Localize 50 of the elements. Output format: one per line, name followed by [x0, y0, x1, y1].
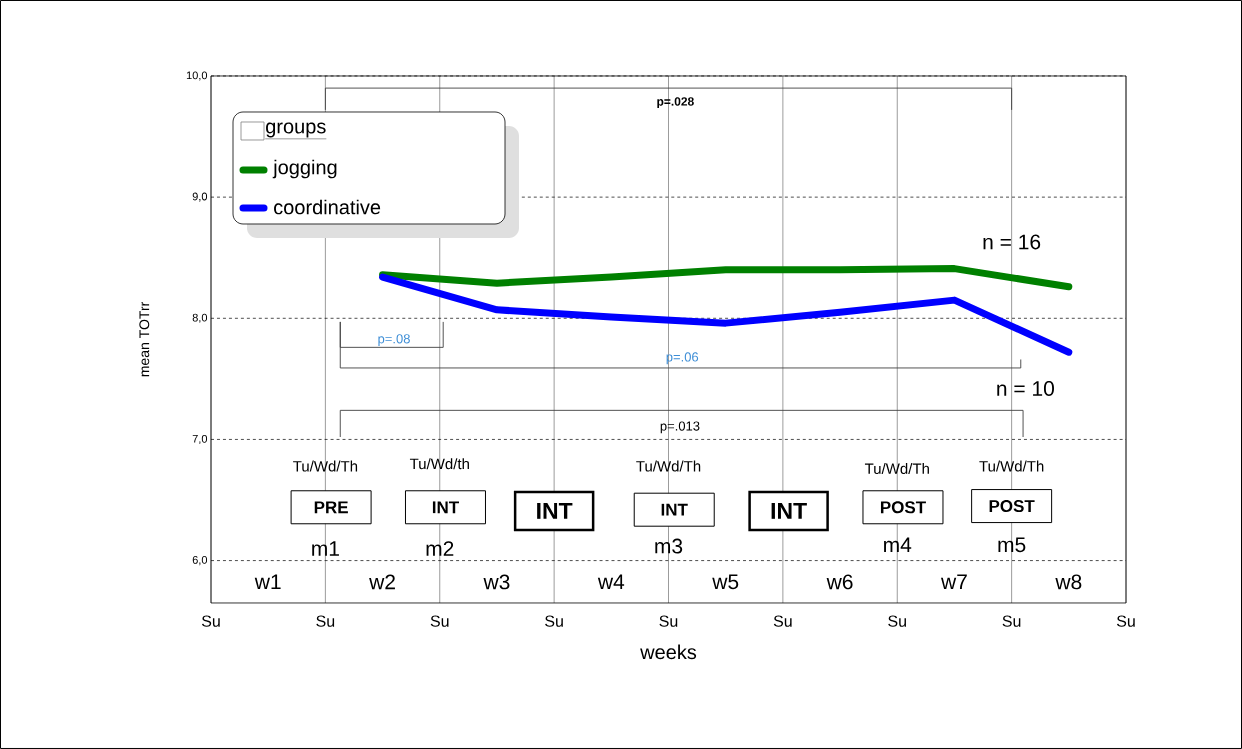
- annotation: p=.028: [657, 97, 694, 109]
- annotation: INT: [537, 503, 573, 519]
- y-tick-label: 9,0: [192, 192, 208, 202]
- annotation: m5: [998, 537, 1026, 553]
- legend-label: jogging: [272, 159, 337, 179]
- annotation: INT: [432, 501, 459, 514]
- annotation: POST: [989, 500, 1035, 513]
- x-tick-label: w5: [712, 574, 739, 590]
- annotation: p=.06: [666, 352, 699, 365]
- y-tick-label: 10,0: [186, 71, 208, 81]
- annotation: p=.013: [660, 421, 700, 434]
- annotation: INT: [661, 503, 688, 516]
- x-tick-label: w1: [254, 574, 281, 589]
- x-axis-title: weeks: [640, 644, 697, 660]
- y-axis-title: mean TOTrr: [139, 301, 150, 377]
- annotation: m3: [655, 538, 683, 554]
- annotation: Tu/Wd/th: [409, 458, 469, 470]
- annotation: n = 10: [997, 381, 1054, 396]
- annotation: INT: [771, 503, 807, 519]
- x-tick-label: w6: [826, 574, 853, 590]
- annotation: Tu/Wd/Th: [293, 460, 358, 472]
- y-tick-label: 7,0: [192, 434, 208, 444]
- annotation: m1: [312, 541, 339, 556]
- annotation: PRE: [314, 501, 348, 514]
- annotation: m4: [884, 537, 912, 553]
- text: Su: [430, 615, 449, 627]
- y-tick-label: 6,0: [192, 556, 208, 566]
- legend-label: coordinative: [274, 199, 381, 215]
- text: Su: [1116, 615, 1135, 627]
- text: Su: [545, 615, 563, 627]
- x-tick-label: w8: [1055, 574, 1082, 590]
- annotation: m2: [426, 541, 454, 556]
- text: Su: [888, 615, 906, 627]
- x-tick-label: w2: [369, 574, 395, 590]
- annotation: p=.08: [378, 334, 410, 346]
- text: Su: [773, 615, 792, 627]
- legend-title: groups: [266, 122, 326, 138]
- x-tick-label: w3: [483, 574, 510, 590]
- annotation: Tu/Wd/Th: [979, 460, 1044, 472]
- annotation: Tu/Wd/Th: [864, 463, 929, 475]
- annotation: Tu/Wd/Th: [636, 460, 701, 472]
- x-tick-label: w4: [597, 574, 625, 589]
- text: Su: [201, 615, 220, 627]
- text: Su: [1002, 615, 1021, 627]
- text: Su: [316, 615, 335, 627]
- text: Su: [659, 615, 678, 627]
- y-tick-label: 8,0: [192, 313, 208, 323]
- x-tick-label: w7: [940, 574, 967, 589]
- annotation: n = 16: [983, 234, 1041, 250]
- annotation: POST: [880, 501, 926, 514]
